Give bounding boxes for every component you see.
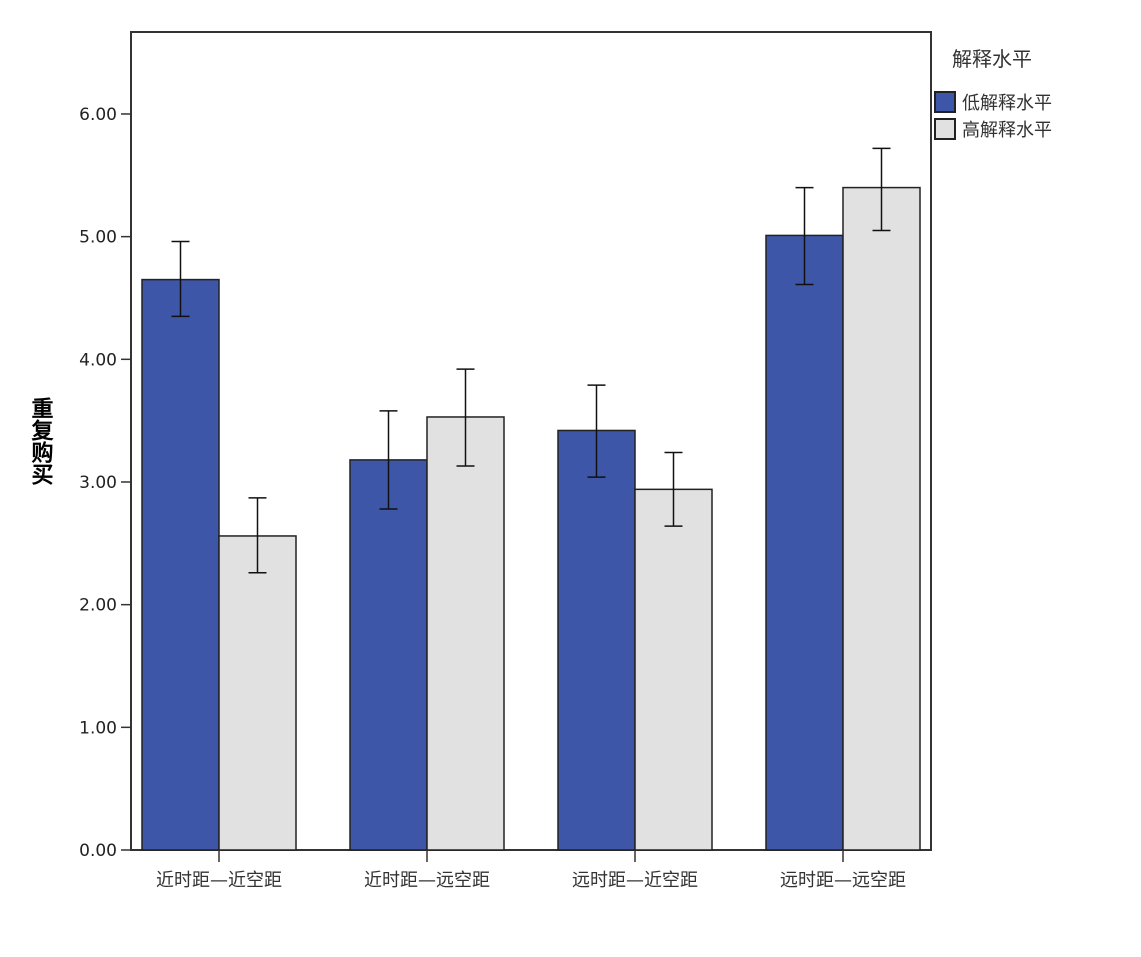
bar-high (634, 488, 713, 851)
bar-low (141, 278, 220, 851)
y-tick-label: 4.00 (79, 350, 117, 370)
bars (141, 147, 921, 851)
y-tick-label: 5.00 (79, 228, 117, 248)
x-axis: 近时距—近空距 近时距—远空距 远时距—近空距 远时距—远空距 (156, 850, 906, 891)
y-tick-label: 6.00 (79, 105, 117, 125)
bar-high (426, 416, 505, 851)
bar-low (349, 459, 428, 851)
bar-low (557, 429, 636, 851)
x-tick-label: 远时距—近空距 (572, 870, 698, 891)
x-tick-label: 近时距—远空距 (364, 870, 490, 891)
legend-swatch (934, 91, 956, 113)
y-tick-label: 1.00 (79, 718, 117, 738)
y-tick-label: 2.00 (79, 596, 117, 616)
y-axis-label: 重复购买 (28, 397, 55, 486)
legend-swatch (934, 118, 956, 140)
bar-low (765, 234, 844, 851)
y-axis: 0.00 1.00 2.00 3.00 4.00 5.00 6.00 (79, 105, 131, 861)
bar-high (218, 535, 297, 851)
bar-high (842, 186, 921, 851)
legend-label: 低解释水平 (962, 93, 1052, 114)
legend-label: 高解释水平 (962, 120, 1052, 141)
x-tick-label: 近时距—近空距 (156, 870, 282, 891)
y-tick-label: 0.00 (79, 841, 117, 861)
legend-title: 解释水平 (952, 47, 1032, 71)
y-tick-label: 3.00 (79, 473, 117, 493)
x-tick-label: 远时距—远空距 (780, 870, 906, 891)
